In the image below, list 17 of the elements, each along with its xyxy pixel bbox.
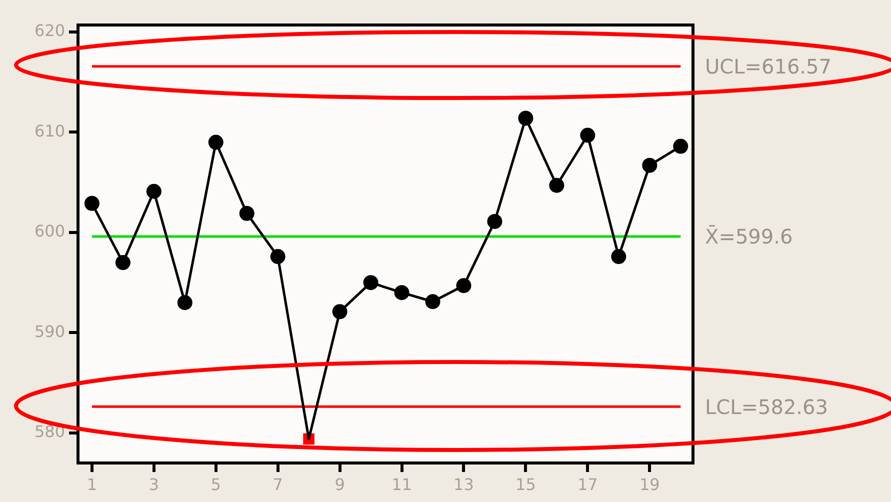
ref-line-label: X̄=599.6 [705,224,793,249]
ref-line-label: LCL=582.63 [705,394,828,419]
x-tick-label: 11 [392,474,412,494]
x-tick-label: 5 [210,474,221,494]
x-tick-label: 13 [454,474,474,494]
x-tick-label: 17 [577,474,598,494]
x-tick-label: 1 [86,474,98,494]
y-tick-label: 600 [34,222,65,241]
x-tick-label: 9 [334,474,345,494]
ref-line-label: UCL=616.57 [705,54,832,79]
x-tick-label: 7 [272,474,283,494]
x-tick-label: 15 [516,474,536,494]
y-tick-label: 590 [34,322,65,341]
x-tick-label: 19 [639,474,660,494]
x-tick-label: 3 [148,474,159,494]
y-tick-label: 610 [34,121,65,140]
y-tick-label: 620 [34,21,65,40]
